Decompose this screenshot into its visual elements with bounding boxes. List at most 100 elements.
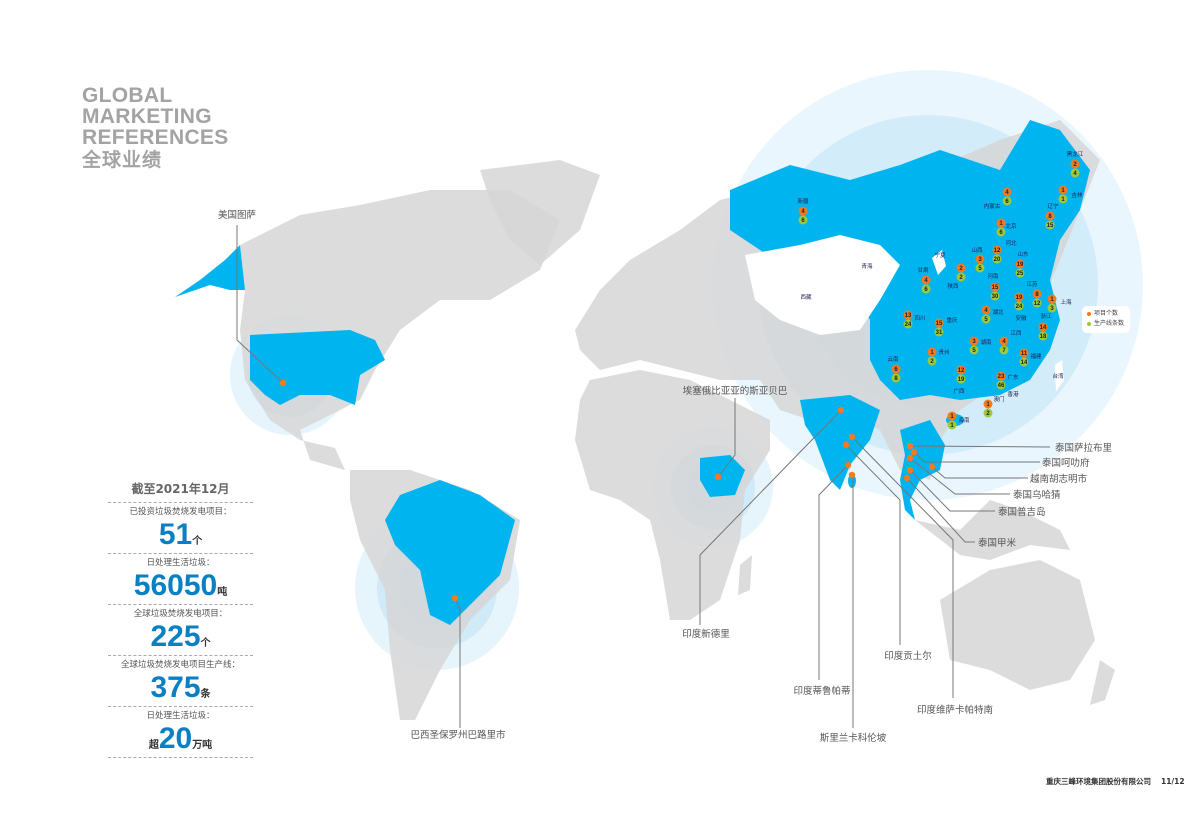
lines-dot — [1019, 357, 1029, 367]
province-marker: 澳门1 2 — [983, 395, 1005, 418]
india — [800, 395, 880, 490]
madagascar — [738, 555, 752, 595]
lines-dot — [1014, 301, 1024, 311]
lines-count: 12 — [1034, 301, 1041, 307]
stat-value: 51 — [158, 518, 193, 551]
site-label: 印度维萨卡帕特南 — [917, 704, 993, 716]
projects-dot — [996, 371, 1006, 381]
site-dot — [837, 406, 845, 414]
province-name: 福建 — [1030, 352, 1042, 360]
sri-lanka — [848, 474, 856, 488]
title-line-2: MARKETING — [82, 105, 212, 128]
stat-unit: 条 — [200, 689, 211, 700]
alaska — [175, 245, 245, 297]
projects-count: 1 — [1061, 188, 1065, 194]
stat-item: 全球垃圾焚烧发电项目： 225个 — [108, 605, 253, 656]
southeast-asia — [900, 420, 945, 520]
stat-value: 225 — [150, 620, 201, 653]
projects-count: 2 — [959, 266, 963, 272]
title-line-3: REFERENCES — [82, 126, 229, 149]
stat-item: 日处理生活垃圾： 超20万吨 — [108, 707, 253, 758]
site-dot — [910, 448, 918, 456]
site-dot — [451, 594, 459, 602]
stat-unit: 个 — [192, 536, 203, 547]
province-name: 贵州 — [938, 348, 949, 356]
new-zealand — [1090, 660, 1115, 705]
lines-dot — [981, 314, 991, 324]
region-name: 宁夏 — [934, 251, 946, 259]
stat-unit: 万吨 — [192, 740, 213, 751]
lines-dot — [1038, 331, 1048, 341]
province-name: 山东 — [1017, 250, 1029, 258]
stats-panel: 截至2021年12月 已投资垃圾焚烧发电项目： 51个 日处理生活垃圾： 5605… — [108, 482, 253, 758]
projects-count: 1 — [999, 221, 1003, 227]
title-chinese: 全球业绩 — [82, 150, 163, 171]
projects-dot — [999, 336, 1009, 346]
projects-dot — [947, 411, 957, 421]
province-marker: 湖南 3 5 — [969, 336, 992, 355]
stat-label: 日处理生活垃圾： — [146, 711, 215, 721]
projects-dot — [1002, 187, 1012, 197]
province-marker: 广西 12 19 — [953, 365, 966, 395]
lines-dot — [947, 420, 957, 430]
lines-dot — [992, 254, 1002, 264]
lines-dot — [1045, 220, 1055, 230]
stat-item: 全球垃圾焚烧发电项目生产线： 375条 — [108, 656, 253, 707]
province-name: 澳门 — [993, 395, 1004, 403]
projects-dot — [981, 305, 991, 315]
site-label: 美国图萨 — [218, 209, 257, 221]
projects-count: 19 — [1016, 295, 1023, 301]
province-name: 甘肃 — [917, 266, 929, 274]
province-marker: 山西 3 5 — [971, 246, 985, 273]
province-name: 山西 — [971, 246, 983, 254]
province-name: 陕西 — [947, 282, 959, 290]
lines-dot — [934, 327, 944, 337]
page-title: GLOBAL MARKETING REFERENCES 全球业绩 — [82, 85, 229, 173]
lines-count: 6 — [1005, 199, 1009, 205]
stat-item: 已投资垃圾焚烧发电项目： 51个 — [108, 503, 253, 554]
province-marker: 辽宁 8 15 — [1045, 202, 1059, 230]
site-dot — [906, 454, 914, 462]
province-name: 辽宁 — [1047, 202, 1059, 210]
projects-dot — [921, 275, 931, 285]
projects-count: 4 — [1002, 339, 1006, 345]
site-label: 印度蒂鲁帕蒂 — [793, 685, 850, 697]
greenland — [480, 160, 600, 265]
projects-dot — [1019, 348, 1029, 358]
region-name: 西藏 — [800, 293, 812, 301]
lines-dot — [956, 374, 966, 384]
projects-dot — [1058, 185, 1068, 195]
site-dot — [928, 463, 936, 471]
province-name: 安徽 — [1015, 314, 1027, 322]
projects-dot — [969, 336, 979, 346]
projects-dot — [1015, 259, 1025, 269]
lines-count: 19 — [958, 377, 965, 383]
projects-dot — [903, 310, 913, 320]
projects-dot — [927, 347, 937, 357]
tibet-qinghai — [745, 235, 900, 335]
lines-count: 14 — [1021, 360, 1028, 366]
projects-count: 1 — [930, 350, 934, 356]
projects-count: 4 — [801, 209, 805, 215]
projects-count: 3 — [972, 339, 976, 345]
site-dot — [848, 471, 856, 479]
site-dot — [842, 441, 850, 449]
province-name: 内蒙古 — [984, 202, 1001, 210]
callout-lines — [236, 225, 1051, 728]
region-name: 青海 — [861, 262, 873, 270]
province-name: 江苏 — [1026, 280, 1038, 288]
province-marker: 上海 1 3 — [1047, 294, 1072, 313]
lines-dot — [927, 356, 937, 366]
lines-count: 5 — [978, 266, 982, 272]
projects-count: 3 — [978, 257, 982, 263]
lines-count: 6 — [801, 218, 805, 224]
province-name: 浙江 — [1040, 312, 1052, 320]
province-marker: 云南 6 8 — [887, 355, 901, 383]
province-marker: 河南 15 30 — [987, 272, 1000, 301]
province-name: 海南 — [958, 416, 970, 424]
province-name: 云南 — [887, 355, 899, 363]
lines-count: 2 — [986, 411, 990, 417]
stat-unit: 个 — [200, 638, 211, 649]
stat-label: 已投资垃圾焚烧发电项目： — [129, 507, 232, 517]
